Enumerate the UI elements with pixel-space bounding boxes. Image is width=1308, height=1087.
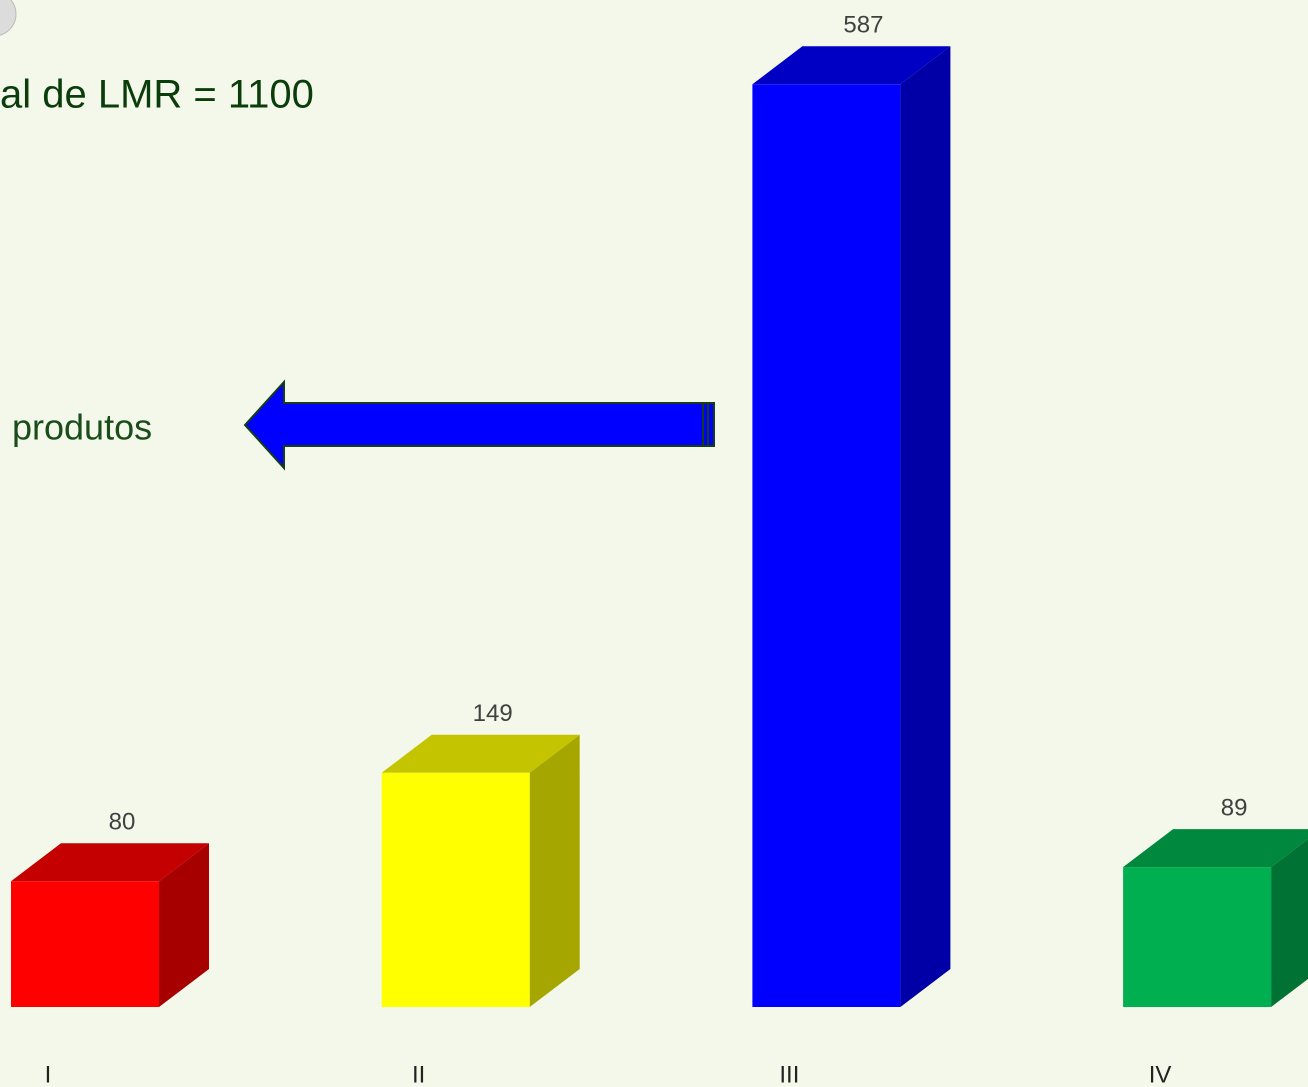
bar-top [381, 734, 580, 773]
value-label: 149 [473, 700, 513, 727]
bar-side [529, 734, 580, 1007]
x-tick-label: III [779, 1061, 799, 1087]
bar-top [11, 843, 209, 882]
chart-title: al de LMR = 1100 [0, 73, 314, 117]
value-label: 80 [109, 809, 136, 836]
arrow-body [243, 379, 715, 471]
x-tick-label: I [45, 1061, 52, 1087]
x-tick-label: II [412, 1061, 425, 1087]
annotation: produtos [12, 407, 152, 448]
bar [1123, 867, 1272, 1007]
arrow [243, 379, 715, 471]
bar [752, 84, 901, 1007]
bar-side [900, 46, 951, 1007]
bar-top [752, 46, 951, 85]
bar [381, 772, 530, 1007]
x-tick-label: IV [1149, 1061, 1172, 1087]
value-label: 89 [1221, 794, 1248, 821]
bar-side [1271, 839, 1308, 1007]
bar-side [159, 843, 209, 1007]
bar [11, 881, 159, 1007]
bar-top [1123, 829, 1308, 868]
value-label: 587 [843, 12, 883, 39]
corner-icon [0, 0, 17, 36]
